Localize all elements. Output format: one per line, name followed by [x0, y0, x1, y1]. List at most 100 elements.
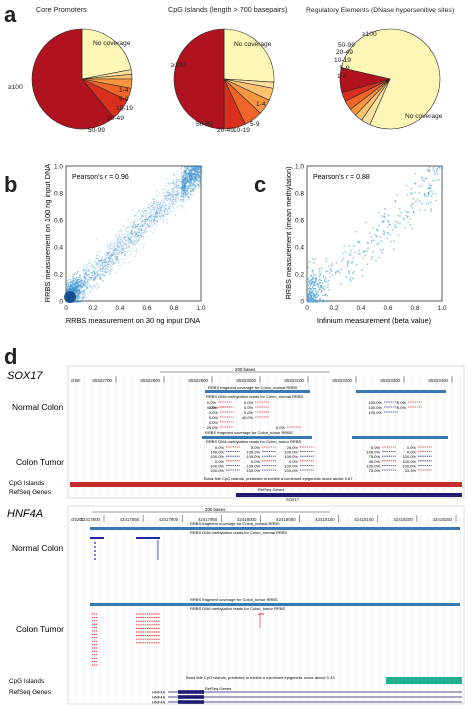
scatter-b-point [119, 241, 121, 243]
scatter-b-point [144, 210, 146, 212]
scatter-b-point [161, 214, 163, 216]
scatter-b-point [172, 202, 174, 205]
scatter-b-point [197, 166, 199, 168]
scatter-c-xtick-2: 0.4 [356, 305, 365, 312]
scatter-c-point [319, 282, 321, 284]
scatter-b-point [191, 173, 193, 175]
scatter-b-point [112, 262, 114, 265]
sox17-tumor-value: 100.0% [366, 450, 380, 455]
scatter-b-point [194, 173, 196, 176]
scatter-b-point [73, 284, 75, 286]
sox17-tumor-value: 33.3% [405, 468, 417, 473]
scatter-b-point [76, 278, 79, 281]
scatter-c-point [359, 253, 361, 255]
scatter-b-point [161, 200, 163, 202]
scatter-b-point [88, 284, 90, 286]
scatter-b-point [76, 290, 78, 293]
scatter-b-point [197, 167, 199, 169]
scatter-b-point [75, 284, 77, 286]
scatter-b-point [188, 176, 190, 178]
scatter-b-point [105, 271, 107, 274]
scatter-b-point [81, 287, 83, 289]
scatter-b-point [191, 166, 193, 168]
scatter-b-point [76, 281, 79, 284]
scatter-b-point [88, 276, 90, 278]
scatter-b-point [142, 229, 144, 232]
scatter-b-point [192, 180, 194, 182]
scatter-b-point [123, 242, 125, 244]
scatter-b-point [94, 276, 97, 279]
scatter-b-point [134, 223, 136, 226]
scatter-b-point [183, 181, 185, 183]
scatter-b-point [189, 175, 191, 177]
scatter-b-point [149, 216, 151, 218]
sox17-position-1: 55532800 [140, 378, 160, 383]
scatter-b-point [201, 166, 203, 168]
scatter-b-point [107, 252, 109, 254]
scatter-b-point [154, 215, 156, 217]
scatter-b-point [189, 172, 191, 175]
scatter-b-point [102, 272, 104, 275]
scatter-b-point [166, 213, 168, 215]
scatter-b-point [176, 201, 178, 203]
sox17-tumor-value: 75.0% [369, 454, 381, 459]
scatter-b-point [73, 301, 75, 303]
scatter-b-point [136, 224, 138, 226]
scatter-b-point [76, 272, 79, 274]
scatter-b-point [145, 220, 147, 222]
scatter-c-point [309, 282, 311, 285]
scatter-b-point [182, 186, 184, 188]
pie2-label-20-49: 20-49 [336, 49, 353, 56]
scatter-b-point [131, 234, 133, 236]
scatter-b-point [196, 175, 198, 177]
scatter-b-point [163, 215, 165, 217]
scatter-b-point [198, 172, 200, 174]
scatter-c-point [434, 173, 436, 175]
scatter-b-point [186, 174, 188, 176]
scatter-b-point [123, 245, 125, 247]
scatter-b-point [110, 254, 113, 256]
scatter-b-point [197, 175, 199, 178]
scatter-b-point [195, 168, 197, 170]
scatter-b-point [198, 166, 200, 168]
scatter-b-point [195, 166, 197, 168]
scatter-b-point [184, 192, 186, 194]
scatter-b-point [182, 205, 184, 207]
scatter-b-point [76, 282, 78, 284]
scatter-b-point [181, 187, 183, 189]
scatter-b-point [109, 244, 112, 246]
scatter-b-point [128, 241, 130, 243]
scatter-b-point [147, 224, 149, 226]
scatter-b-point [116, 253, 119, 255]
scatter-c-point [427, 188, 429, 190]
scatter-b-point [113, 246, 115, 249]
scatter-b-point [160, 208, 162, 210]
scatter-b-point [163, 215, 165, 217]
scatter-b-point [141, 224, 144, 227]
scatter-b-point [195, 178, 197, 180]
scatter-b-point [97, 263, 99, 266]
scatter-b-point [146, 235, 149, 237]
scatter-b-point [95, 273, 97, 276]
scatter-b-point [183, 183, 186, 185]
scatter-b-point [80, 291, 82, 293]
scatter-b-point [165, 195, 167, 197]
scatter-b-point [173, 201, 175, 203]
scatter-c-point [311, 297, 313, 299]
scatter-b-point [110, 267, 112, 269]
scatter-b-point [183, 194, 185, 196]
scatter-c-point [318, 279, 320, 281]
scatter-b-point [76, 281, 78, 283]
scatter-b-point [71, 285, 73, 287]
scatter-b-point [142, 225, 144, 227]
scatter-b-point [77, 296, 79, 298]
scatter-b-point [189, 176, 191, 178]
scatter-b-point [177, 186, 179, 189]
scatter-b-point [135, 242, 138, 244]
scatter-b-point [82, 284, 84, 286]
scatter-b-point [78, 280, 81, 282]
scatter-b-point [132, 233, 134, 235]
scatter-b-point [190, 169, 192, 171]
scatter-b-point [154, 221, 156, 224]
scatter-b-point [200, 171, 202, 173]
